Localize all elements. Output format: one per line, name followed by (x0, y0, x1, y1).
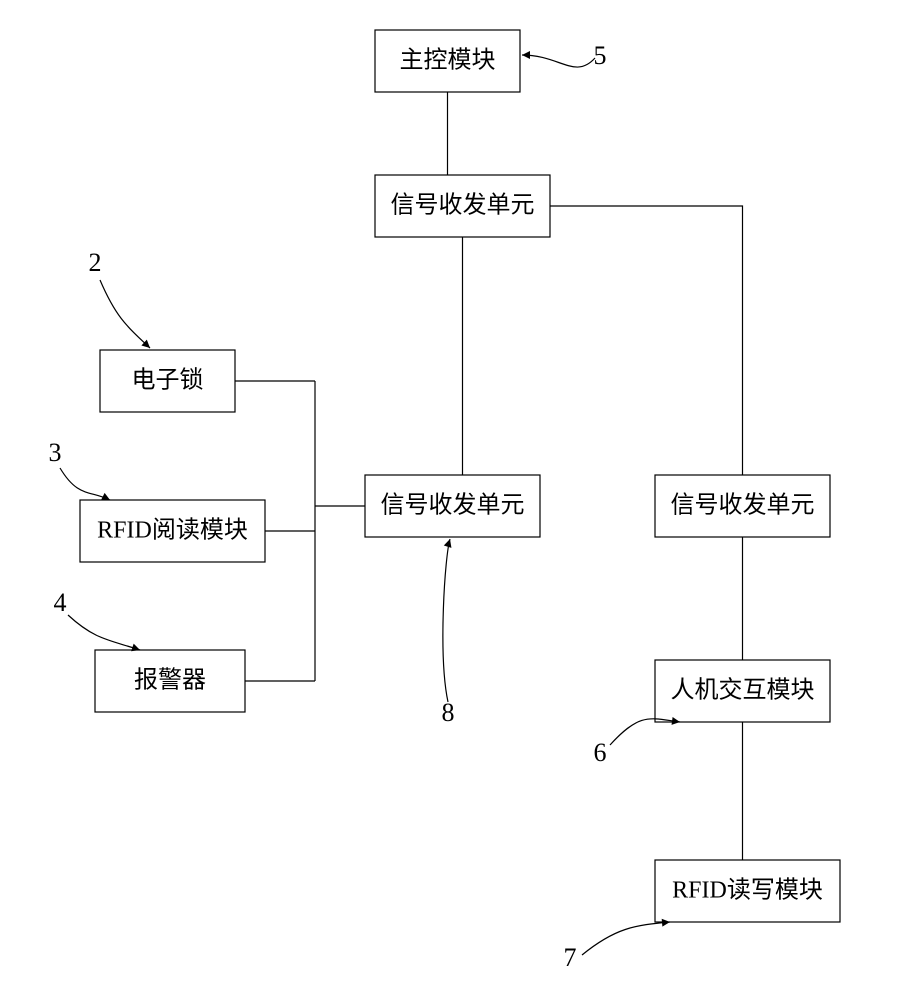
callout-num: 7 (564, 943, 577, 972)
callout-num: 2 (89, 248, 102, 277)
callout-lead-c3 (60, 468, 110, 500)
callout-lead-c8 (443, 539, 450, 702)
callout-lead-c6 (610, 719, 680, 745)
node-label: 电子锁 (132, 367, 204, 394)
node-label: 信号收发单元 (671, 492, 815, 519)
callout-num: 4 (54, 588, 67, 617)
node-t9: 信号收发单元 (655, 475, 830, 537)
node-label: 报警器 (134, 667, 206, 694)
node-label: 信号收发单元 (391, 192, 535, 219)
callout-arrow (131, 644, 140, 652)
callout-num: 3 (49, 438, 62, 467)
node-label: RFID阅读模块 (97, 517, 248, 544)
node-label: 信号收发单元 (381, 492, 525, 519)
callout-lead-c2 (100, 280, 150, 348)
node-label: RFID读写模块 (672, 877, 823, 904)
callout-num: 5 (594, 41, 607, 70)
callout-lead-c7 (582, 922, 670, 955)
callout-arrow (522, 51, 530, 59)
node-n3: RFID阅读模块 (80, 500, 265, 562)
node-label: 人机交互模块 (671, 677, 815, 704)
callout-lead-c5 (522, 55, 595, 67)
node-n6: 人机交互模块 (655, 660, 830, 722)
node-t8: 信号收发单元 (365, 475, 540, 537)
node-t1: 信号收发单元 (375, 175, 550, 237)
node-label: 主控模块 (400, 47, 496, 74)
node-n7: RFID读写模块 (655, 860, 840, 922)
callout-num: 8 (442, 698, 455, 727)
callout-arrow (444, 539, 452, 548)
callout-num: 6 (594, 738, 607, 767)
nodes-layer: 主控模块信号收发单元电子锁RFID阅读模块报警器信号收发单元信号收发单元人机交互… (80, 30, 840, 922)
node-n5: 主控模块 (375, 30, 520, 92)
node-n2: 电子锁 (100, 350, 235, 412)
node-n4: 报警器 (95, 650, 245, 712)
callout-lead-c4 (68, 615, 140, 650)
